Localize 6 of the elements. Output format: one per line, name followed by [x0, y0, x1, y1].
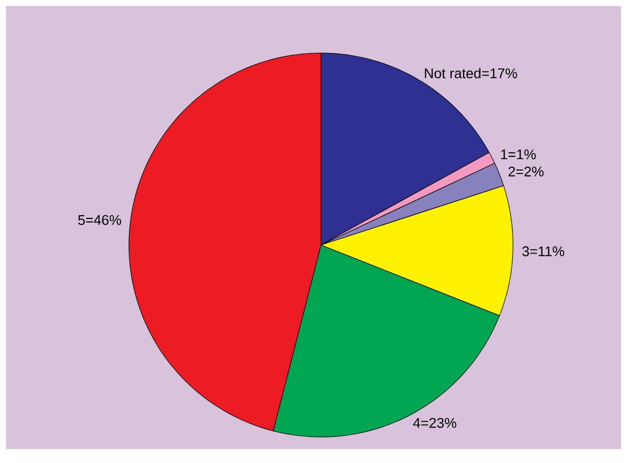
slice-label: 2=2% [508, 166, 544, 176]
slice-label: 3=11% [522, 246, 564, 256]
slice-label: Not rated=17% [424, 68, 518, 78]
slice-label: 4=23% [413, 418, 456, 428]
slice-label: 5=46% [78, 215, 122, 225]
slice-label: 1=1% [501, 149, 536, 160]
